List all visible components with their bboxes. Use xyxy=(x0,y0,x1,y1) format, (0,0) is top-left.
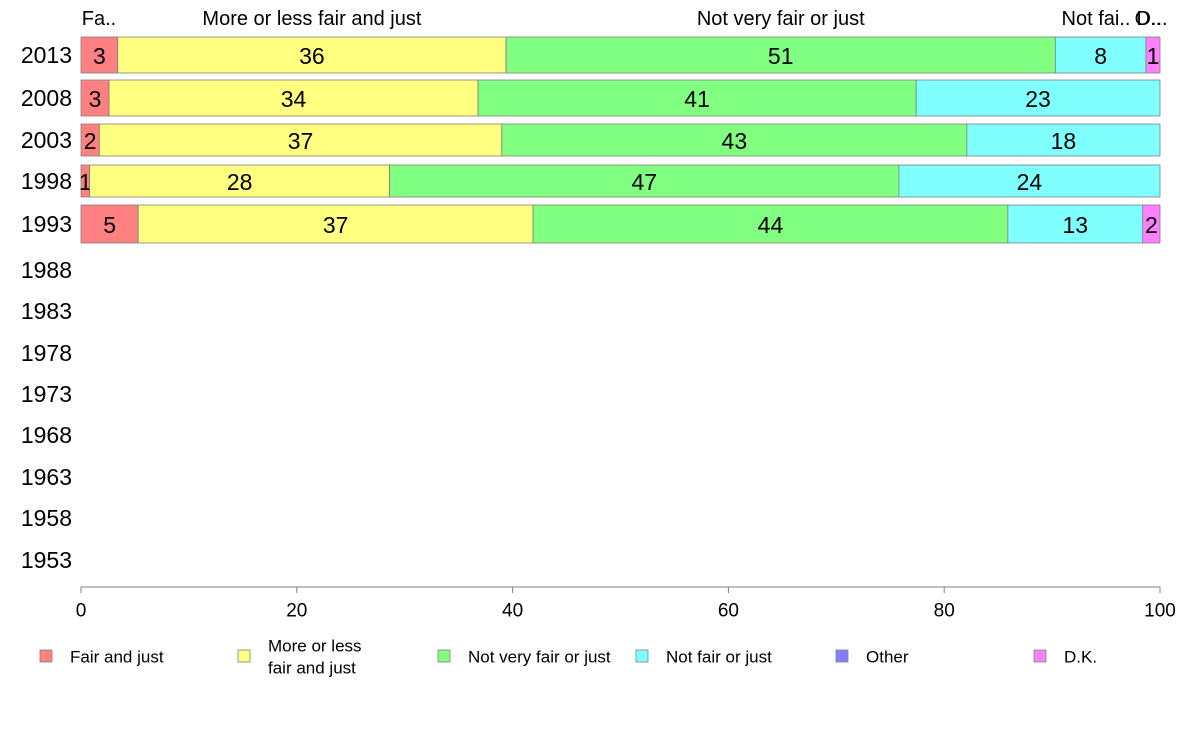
legend-label: Not fair or just xyxy=(666,648,772,667)
bar-segment xyxy=(1145,36,1161,74)
legend-item: D.K. xyxy=(1033,648,1097,667)
data-label: 41 xyxy=(684,86,710,112)
bar-segment xyxy=(1007,204,1144,244)
x-tick-label: 60 xyxy=(718,601,739,622)
legend-swatch xyxy=(835,649,849,663)
bar-segment xyxy=(80,79,110,117)
data-label: 3 xyxy=(93,43,106,69)
bar-segment xyxy=(80,204,139,244)
data-label: 13 xyxy=(1063,212,1089,238)
legend-label: Not very fair or just xyxy=(468,648,611,667)
bar-segment xyxy=(1142,204,1161,244)
bar-segment xyxy=(501,123,968,157)
legend-label: Fair and just xyxy=(70,648,164,667)
year-label: 2008 xyxy=(21,85,72,111)
column-header: O.. xyxy=(1135,8,1162,30)
bar-segment xyxy=(898,164,1161,198)
column-header: Not very fair or just xyxy=(697,8,865,30)
legend-item: Not fair or just xyxy=(635,648,772,667)
data-label: 18 xyxy=(1051,128,1077,154)
data-label: 37 xyxy=(323,212,349,238)
data-label: 34 xyxy=(281,86,307,112)
year-label: 1953 xyxy=(21,547,72,573)
year-label: 1978 xyxy=(21,340,72,366)
data-label: 1 xyxy=(1147,43,1160,69)
x-tick-label: 40 xyxy=(502,601,523,622)
bar-segment xyxy=(117,36,507,74)
legend: Fair and just More or less fair and just No… xyxy=(39,637,1097,678)
legend-item: Other xyxy=(835,648,909,667)
data-label: 37 xyxy=(288,128,314,154)
column-header: D... xyxy=(1136,8,1167,30)
bars: 3 36 51 8 13 34 41 232 37 43 181 28 47 245 37 44 13 2 xyxy=(79,36,1161,244)
data-label: 5 xyxy=(103,212,116,238)
legend-label: fair and just xyxy=(268,659,356,678)
year-label: 1963 xyxy=(21,464,72,490)
data-label: 3 xyxy=(89,86,102,112)
legend-swatch xyxy=(437,649,451,663)
legend-item: Not very fair or just xyxy=(437,648,611,667)
year-label: 1968 xyxy=(21,422,72,448)
data-label: 2 xyxy=(84,128,97,154)
bar-segment xyxy=(108,79,479,117)
data-label: 23 xyxy=(1025,86,1051,112)
x-tick-label: 20 xyxy=(286,601,307,622)
legend-swatch xyxy=(1033,649,1047,663)
bar-segment xyxy=(966,123,1161,157)
year-label: 1958 xyxy=(21,505,72,531)
data-label: 28 xyxy=(227,169,253,195)
bar-segment xyxy=(89,164,390,198)
column-headers: Fa.. More or less fair and just Not very f… xyxy=(82,8,1168,30)
year-labels: 2013 2008 2003 1998 1993 1988 1983 1978 1973 1968… xyxy=(21,42,72,573)
legend-label: D.K. xyxy=(1064,648,1097,667)
bar-segment xyxy=(389,164,900,198)
data-label: 2 xyxy=(1145,212,1158,238)
column-header: Fa.. xyxy=(82,8,116,30)
legend-swatch xyxy=(635,649,649,663)
year-label: 1973 xyxy=(21,381,72,407)
year-label: 1988 xyxy=(21,257,72,283)
legend-item: More or less fair and just xyxy=(237,637,362,678)
legend-item: Fair and just xyxy=(39,648,164,667)
year-label: 2003 xyxy=(21,127,72,153)
bar-segment xyxy=(137,204,534,244)
legend-label: Other xyxy=(866,648,909,667)
data-label: 47 xyxy=(631,169,657,195)
data-label: 43 xyxy=(722,128,748,154)
data-label: 44 xyxy=(758,212,784,238)
legend-swatch xyxy=(237,649,251,663)
year-label: 1983 xyxy=(21,298,72,324)
column-header: Not fai.. xyxy=(1062,8,1131,30)
x-tick-label: 80 xyxy=(934,601,955,622)
data-label: 51 xyxy=(768,43,794,69)
bar-segment xyxy=(532,204,1009,244)
legend-label: More or less xyxy=(268,637,362,656)
legend-swatch xyxy=(39,649,53,663)
bar-segment xyxy=(915,79,1161,117)
data-label: 36 xyxy=(299,43,325,69)
bar-segment xyxy=(477,79,917,117)
data-label: 1 xyxy=(79,169,92,195)
data-label: 24 xyxy=(1017,169,1043,195)
x-tick-label: 100 xyxy=(1144,601,1176,622)
year-label: 1998 xyxy=(21,168,72,194)
x-axis: 0 20 40 60 80 100 xyxy=(76,586,1176,622)
year-label: 1993 xyxy=(21,211,72,237)
year-label: 2013 xyxy=(21,42,72,68)
x-tick-label: 0 xyxy=(76,601,87,622)
column-header: More or less fair and just xyxy=(202,8,421,30)
data-label: 8 xyxy=(1094,43,1107,69)
